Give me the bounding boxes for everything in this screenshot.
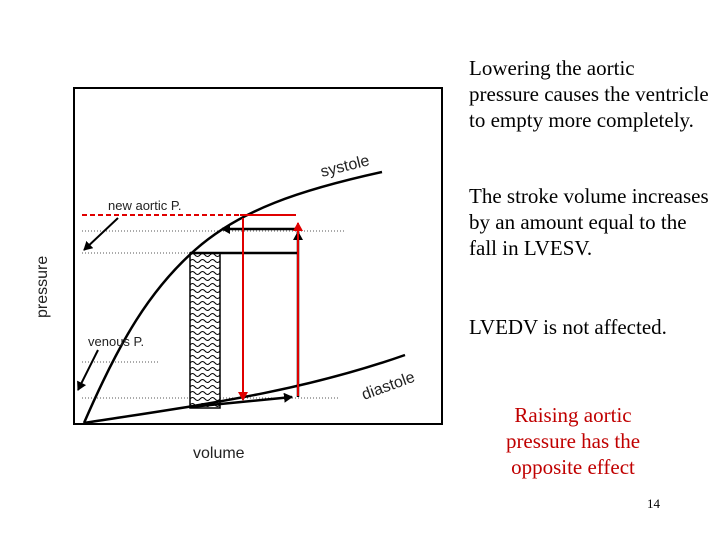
- label-new-aortic: new aortic P.: [108, 198, 181, 213]
- label-venous: venous P.: [88, 334, 144, 349]
- annotation-raise-aortic: Raising aortic pressure has the opposite…: [505, 403, 641, 479]
- annotation-stroke-volume: The stroke volume increases by an amount…: [469, 184, 709, 260]
- annotation-lvedv: LVEDV is not affected.: [469, 315, 667, 339]
- annotation-lower-aortic: Lowering the aortic pressure causes the …: [469, 56, 709, 132]
- stroke-volume-increase-region: [189, 252, 221, 409]
- venous-pointer-arrow: [77, 349, 99, 391]
- new-aortic-pointer-arrow: [83, 217, 119, 251]
- page-number: 14: [647, 496, 660, 511]
- new-pv-loop: [82, 214, 303, 401]
- y-axis-label: pressure: [34, 256, 51, 318]
- diagram-frame: [73, 87, 443, 425]
- diastole-curve: [83, 353, 406, 425]
- label-diastole: diastole: [360, 369, 418, 404]
- x-axis-label: volume: [193, 445, 245, 462]
- systole-curve: [82, 170, 383, 424]
